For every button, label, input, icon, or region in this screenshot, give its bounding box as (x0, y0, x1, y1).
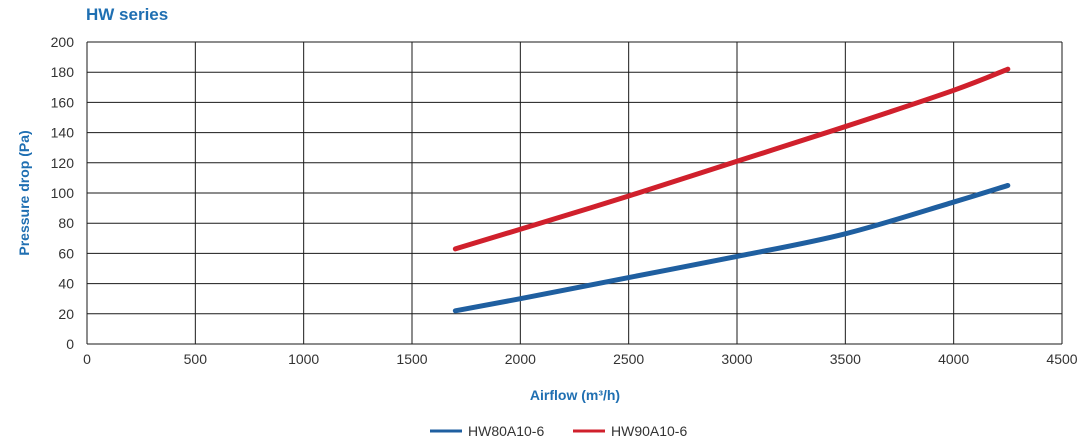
y-tick-label: 0 (66, 336, 74, 352)
y-axis-label: Pressure drop (Pa) (16, 130, 32, 255)
y-tick-label: 160 (51, 94, 75, 110)
x-tick-label: 2500 (613, 351, 644, 367)
y-tick-label: 40 (58, 276, 74, 292)
x-tick-label: 0 (83, 351, 91, 367)
x-axis-label: Airflow (m³/h) (530, 387, 620, 403)
x-tick-label: 4500 (1046, 351, 1077, 367)
x-tick-label: 1000 (288, 351, 319, 367)
y-tick-label: 140 (51, 125, 75, 141)
y-tick-label: 180 (51, 64, 75, 80)
x-tick-label: 4000 (938, 351, 969, 367)
x-tick-label: 500 (184, 351, 208, 367)
x-tick-label: 1500 (396, 351, 427, 367)
y-axis-ticks: 0 20 40 60 80 100 120 140 160 180 200 (51, 34, 75, 352)
x-tick-label: 3000 (721, 351, 752, 367)
x-axis-ticks: 0 500 1000 1500 2000 2500 3000 3500 4000 4500 (83, 351, 1078, 367)
y-tick-label: 60 (58, 245, 74, 261)
legend-label: HW80A10-6 (468, 423, 544, 439)
x-tick-label: 2000 (505, 351, 536, 367)
chart-title: HW series (86, 5, 168, 24)
x-tick-label: 3500 (830, 351, 861, 367)
y-tick-label: 100 (51, 185, 75, 201)
y-tick-label: 20 (58, 306, 74, 322)
series-line-hw80a10-6 (452, 182, 1011, 314)
y-tick-label: 80 (58, 215, 74, 231)
grid (86, 41, 1063, 345)
series-line-hw90a10-6 (452, 66, 1011, 252)
series-lines (452, 66, 1011, 314)
legend: HW80A10-6 HW90A10-6 (430, 423, 687, 439)
y-tick-label: 200 (51, 34, 75, 50)
y-tick-label: 120 (51, 155, 75, 171)
legend-label: HW90A10-6 (611, 423, 687, 439)
